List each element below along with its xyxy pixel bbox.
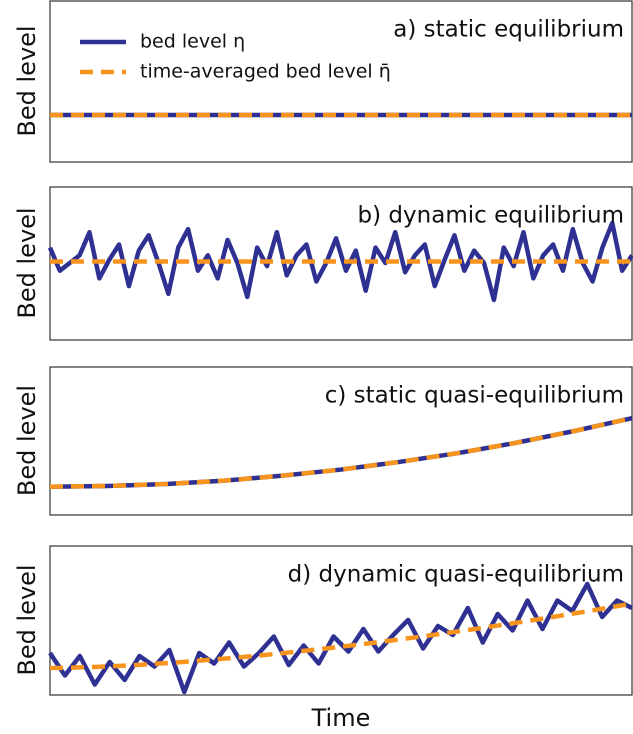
panel-title: d) dynamic quasi-equilibrium xyxy=(288,562,624,588)
y-axis-label: Bed level xyxy=(13,564,41,675)
bed-line xyxy=(48,581,633,695)
mean-line xyxy=(49,601,633,671)
y-axis-label: Bed level xyxy=(13,207,41,318)
panel-title: a) static equilibrium xyxy=(393,17,624,43)
plot-frame xyxy=(49,0,633,163)
mean-line xyxy=(49,415,633,489)
panel-title: c) static quasi-equilibrium xyxy=(325,383,624,409)
x-axis-label: Time xyxy=(311,704,371,732)
panel-title: b) dynamic equilibrium xyxy=(358,203,624,229)
bed-line xyxy=(49,415,633,489)
bed-line xyxy=(47,220,633,303)
legend-label: bed level η xyxy=(140,31,245,53)
plot-frame xyxy=(49,545,633,696)
y-axis-label: Bed level xyxy=(13,25,41,136)
legend-label: time-averaged bed level η̄ xyxy=(140,61,391,83)
plot-frame xyxy=(49,366,633,516)
y-axis-label: Bed level xyxy=(13,385,41,496)
